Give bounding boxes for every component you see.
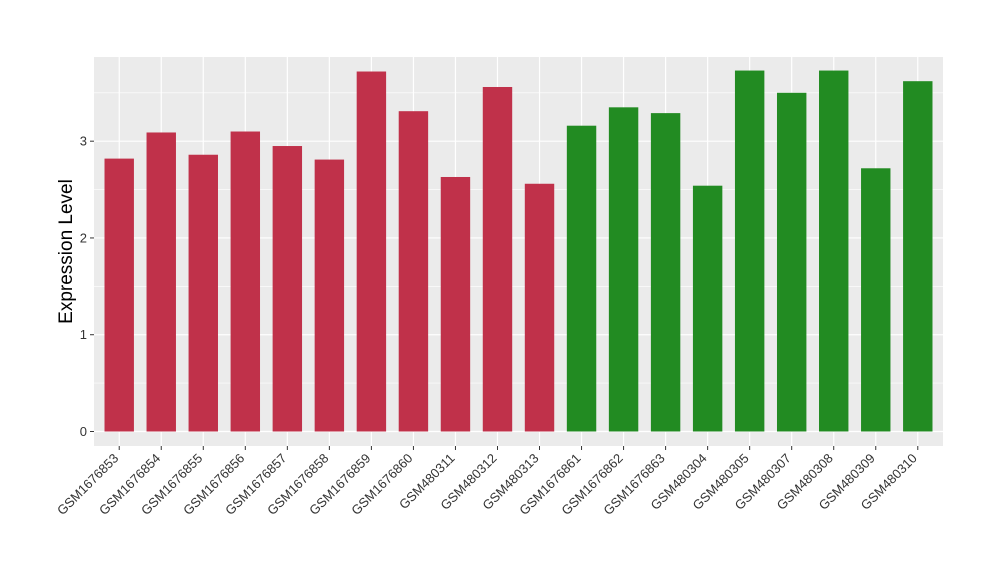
bar (482, 86, 513, 432)
bar (188, 154, 218, 432)
bar (272, 146, 303, 432)
bar (608, 107, 639, 432)
y-tick-label: 2 (80, 230, 87, 245)
bar (734, 70, 765, 432)
y-tick-label: 0 (80, 424, 87, 439)
bar (398, 111, 429, 432)
bar (692, 185, 723, 432)
bar (314, 159, 345, 432)
x-axis: GSM1676853GSM1676854GSM1676855GSM1676856… (54, 446, 920, 518)
bar (356, 71, 387, 432)
y-tick-label: 3 (80, 134, 87, 149)
bar (440, 176, 471, 432)
bar (861, 168, 891, 432)
bar (230, 131, 261, 432)
bars (104, 70, 933, 432)
plot-panel (94, 57, 943, 446)
bar (819, 70, 849, 432)
y-axis: 0 1 2 3 (80, 134, 94, 439)
bar (566, 125, 597, 432)
bar (104, 158, 134, 432)
bar (903, 81, 933, 432)
bar (146, 132, 176, 432)
bar (650, 113, 681, 432)
bar (524, 183, 555, 432)
y-tick-label: 1 (80, 327, 87, 342)
y-axis-title: Expression Level (56, 179, 77, 324)
bar (776, 92, 807, 432)
